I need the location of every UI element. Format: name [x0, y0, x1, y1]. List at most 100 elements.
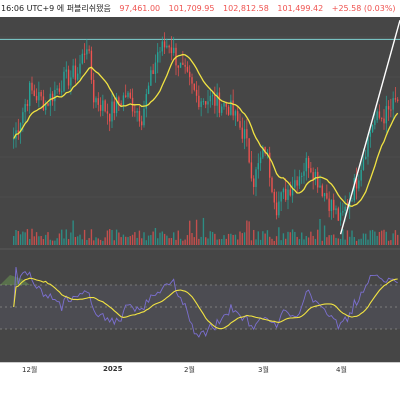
candle-body	[390, 109, 392, 111]
candle-body	[205, 101, 207, 105]
candle-body	[179, 62, 182, 68]
volume-bar	[17, 231, 19, 245]
candle-body	[29, 82, 31, 106]
candle-body	[77, 73, 79, 80]
candle-body	[383, 118, 385, 124]
volume-bar	[49, 239, 51, 245]
volume-bar	[54, 240, 56, 245]
volume-bar	[136, 237, 138, 245]
candle-body	[159, 51, 161, 53]
volume-bar	[278, 227, 280, 245]
volume-bar	[319, 219, 321, 245]
candle-body	[328, 198, 330, 211]
candle-body	[216, 92, 218, 106]
volume-bar	[143, 232, 145, 245]
candle-body	[141, 121, 143, 126]
volume-bar	[397, 234, 399, 245]
volume-bar	[177, 230, 179, 245]
volume-bar	[269, 236, 271, 245]
candle-body	[150, 70, 152, 86]
candle-body	[246, 129, 248, 139]
volume-bar	[367, 239, 369, 245]
volume-bar	[301, 232, 303, 245]
volume-bar	[22, 231, 24, 245]
volume-bar	[74, 236, 77, 245]
volume-bar	[285, 238, 287, 245]
candle-body	[22, 112, 24, 124]
x-tick-2025: 2025	[103, 365, 123, 373]
candle-body	[166, 45, 168, 48]
candle-body	[193, 83, 195, 90]
candle-body	[191, 77, 193, 84]
volume-bar	[371, 229, 374, 245]
candle-body	[93, 79, 95, 103]
candle-body	[397, 99, 399, 101]
candle-body	[365, 156, 367, 160]
volume-bar	[90, 229, 93, 245]
volume-bar	[365, 233, 367, 245]
candle-body	[81, 53, 83, 64]
volume-bar	[170, 238, 173, 245]
volume-bar	[175, 239, 177, 245]
candle-body	[65, 69, 67, 72]
trend-line[interactable]	[339, 20, 400, 235]
volume-bar	[104, 237, 106, 245]
rsi-line	[13, 266, 398, 338]
volume-bar	[40, 235, 42, 245]
candle-body	[351, 200, 353, 202]
candle-body	[74, 65, 77, 80]
candle-body	[163, 41, 166, 48]
candle-body	[371, 124, 374, 132]
candle-body	[321, 185, 323, 197]
candle-body	[250, 162, 253, 179]
candle-body	[88, 49, 90, 51]
volume-bar	[239, 231, 241, 245]
candle-body	[154, 62, 157, 74]
volume-bar	[378, 231, 381, 245]
candle-body	[362, 159, 365, 170]
candle-body	[198, 95, 200, 108]
volume-bar	[344, 239, 346, 245]
x-tick-feb: 2월	[184, 366, 195, 374]
candle-body	[104, 100, 106, 112]
candle-body	[303, 171, 305, 176]
candle-body	[202, 101, 205, 103]
volume-bar	[138, 230, 141, 245]
volume-bar	[191, 233, 193, 245]
time-axis[interactable]: 12월 2025 2월 3월 4월	[0, 362, 400, 381]
volume-bar	[61, 229, 63, 245]
candle-body	[184, 64, 186, 67]
volume-bar	[390, 240, 392, 245]
candle-body	[353, 178, 355, 201]
volume-bar	[328, 235, 330, 245]
candle-body	[173, 47, 175, 54]
volume-bar	[198, 238, 200, 245]
volume-bar	[287, 231, 289, 245]
volume-bar	[200, 236, 202, 245]
candle-body	[339, 212, 342, 221]
candle-body	[264, 146, 266, 154]
candle-body	[170, 47, 173, 54]
x-tick-mar: 3월	[258, 366, 269, 374]
candle-body	[253, 178, 255, 187]
candle-body	[294, 180, 296, 188]
candle-body	[138, 111, 141, 122]
candles	[13, 32, 399, 226]
candle-body	[26, 104, 29, 106]
candle-body	[225, 102, 227, 107]
volume-bar	[335, 237, 337, 245]
chart-footer	[0, 380, 400, 400]
candle-body	[239, 121, 241, 128]
volume-bar	[387, 240, 390, 245]
candle-body	[305, 158, 307, 172]
candle-body	[177, 65, 179, 68]
volume-bar	[163, 233, 166, 245]
candle-body	[33, 90, 35, 96]
volume-bar	[291, 229, 294, 245]
chart-svg[interactable]	[0, 17, 400, 362]
volume-bar	[227, 233, 230, 245]
volume-bar	[241, 233, 243, 245]
chart-area[interactable]	[0, 17, 400, 380]
volume-bar	[127, 237, 129, 245]
candle-body	[56, 88, 58, 90]
